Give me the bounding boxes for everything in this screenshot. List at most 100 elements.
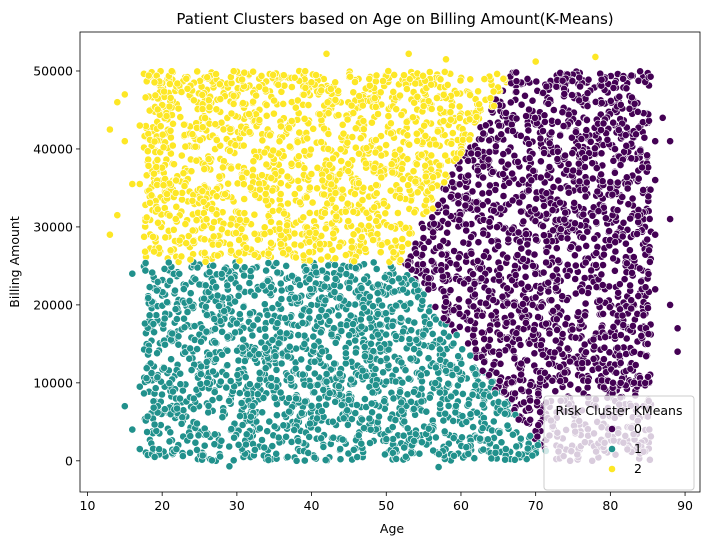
data-point-cluster-1 (166, 276, 174, 285)
data-point-cluster-2 (320, 190, 328, 199)
data-point-cluster-1 (406, 354, 415, 363)
data-point-cluster-1 (431, 315, 440, 324)
data-point-cluster-2 (389, 248, 398, 257)
data-point-cluster-2 (258, 171, 266, 180)
data-point-cluster-1 (209, 261, 218, 270)
data-point-cluster-0 (512, 114, 521, 123)
data-point-cluster-0 (496, 359, 505, 368)
data-point-cluster-0 (517, 359, 526, 368)
data-point-cluster-1 (368, 388, 377, 397)
data-point-cluster-0 (503, 299, 512, 308)
data-point-cluster-2 (436, 104, 444, 113)
data-point-cluster-0 (643, 235, 652, 244)
data-point-cluster-0 (556, 198, 564, 207)
data-point-cluster-2 (205, 103, 214, 112)
data-point-cluster-0 (537, 157, 545, 166)
data-point-cluster-0 (614, 126, 623, 134)
data-point-cluster-1 (338, 435, 347, 444)
data-point-cluster-1 (349, 445, 358, 454)
data-point-cluster-2 (364, 221, 373, 230)
data-point-cluster-0 (531, 269, 540, 278)
data-point-cluster-1 (164, 258, 173, 267)
data-point-cluster-0 (568, 325, 577, 334)
data-point-cluster-2 (142, 171, 151, 180)
data-point-cluster-0 (524, 387, 533, 396)
data-point-cluster-2 (386, 119, 395, 128)
data-point-cluster-0 (464, 339, 472, 348)
data-point-cluster-2 (176, 113, 185, 121)
data-point-cluster-2 (419, 71, 427, 80)
data-point-cluster-0 (574, 385, 583, 394)
data-point-cluster-1 (210, 315, 219, 323)
data-point-cluster-1 (151, 384, 160, 393)
data-point-cluster-2 (324, 109, 333, 118)
data-point-cluster-0 (566, 357, 574, 366)
data-point-cluster-0 (636, 67, 644, 76)
data-point-cluster-1 (223, 361, 232, 370)
data-point-cluster-1 (261, 332, 270, 341)
data-point-cluster-2 (446, 108, 455, 117)
data-point-cluster-2 (312, 71, 320, 79)
data-point-cluster-0 (551, 284, 560, 292)
data-point-cluster-1 (528, 451, 537, 460)
data-point-cluster-2 (200, 248, 209, 257)
data-point-cluster-0 (615, 280, 624, 289)
data-point-cluster-2 (302, 193, 311, 202)
data-point-cluster-0 (474, 180, 483, 189)
data-point-cluster-1 (253, 315, 262, 324)
data-point-cluster-1 (245, 279, 254, 287)
data-point-cluster-0 (526, 396, 535, 405)
data-point-cluster-0 (424, 285, 433, 294)
data-point-cluster-1 (222, 383, 231, 392)
data-point-cluster-2 (196, 136, 204, 144)
data-point-cluster-1 (487, 378, 496, 386)
data-point-cluster-1 (360, 275, 369, 284)
data-point-cluster-0 (561, 320, 570, 329)
data-point-cluster-1 (246, 266, 255, 275)
data-point-cluster-2 (276, 190, 285, 198)
data-point-cluster-1 (357, 322, 366, 331)
data-point-cluster-1 (150, 420, 159, 429)
data-point-cluster-1 (411, 280, 419, 289)
data-point-cluster-0 (464, 156, 472, 165)
data-point-cluster-2 (229, 91, 238, 100)
data-point-cluster-2 (379, 77, 387, 85)
data-point-cluster-2 (417, 150, 426, 159)
data-point-cluster-0 (495, 350, 504, 359)
data-point-cluster-0 (467, 233, 475, 241)
data-point-cluster-2 (327, 180, 336, 189)
data-point-cluster-2 (404, 181, 412, 190)
data-point-cluster-2 (398, 175, 407, 184)
data-point-cluster-0 (549, 106, 558, 114)
data-point-cluster-1 (473, 408, 481, 417)
data-point-cluster-2 (158, 130, 167, 139)
data-point-cluster-2 (261, 196, 270, 205)
data-point-cluster-2 (427, 105, 436, 113)
data-point-cluster-1 (425, 320, 434, 328)
data-point-cluster-0 (639, 311, 648, 320)
data-point-cluster-0 (495, 330, 504, 339)
data-point-cluster-1 (267, 374, 276, 382)
data-point-cluster-1 (354, 431, 363, 440)
data-point-cluster-0 (524, 282, 532, 291)
data-point-cluster-1 (334, 311, 343, 320)
data-point-cluster-2 (377, 132, 385, 140)
data-point-cluster-1 (160, 264, 169, 273)
data-point-cluster-1 (388, 277, 397, 286)
data-point-cluster-2 (317, 138, 326, 146)
data-point-cluster-2 (365, 75, 374, 83)
data-point-cluster-1 (335, 294, 344, 302)
data-point-cluster-2 (397, 110, 406, 119)
data-point-cluster-2 (290, 240, 299, 249)
data-point-cluster-1 (309, 332, 318, 341)
data-point-cluster-1 (478, 380, 487, 389)
data-point-cluster-2 (466, 75, 475, 84)
data-point-cluster-1 (186, 432, 195, 440)
data-point-cluster-1 (353, 453, 362, 461)
data-point-cluster-1 (391, 365, 400, 374)
data-point-cluster-2 (242, 243, 251, 252)
data-point-cluster-2 (209, 232, 218, 241)
data-point-cluster-2 (163, 190, 171, 198)
data-point-cluster-2 (269, 109, 278, 118)
